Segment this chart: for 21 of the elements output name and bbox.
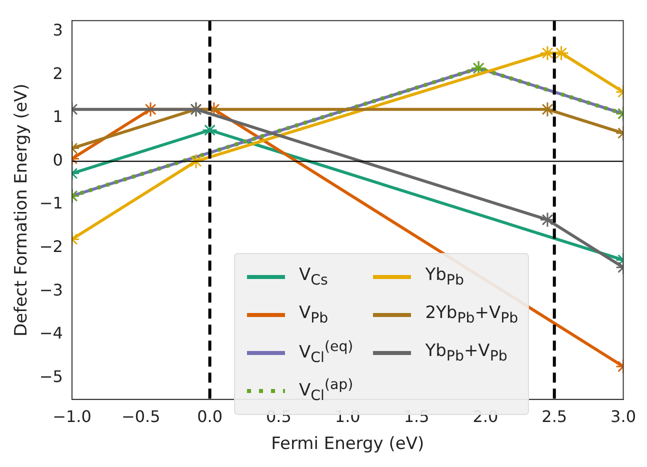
y-tick-label: −5: [39, 366, 63, 386]
x-tick-label: −1.0: [52, 407, 92, 426]
y-tick-label: −4: [39, 324, 63, 343]
legend-label: Yb$_{Pb}$: [425, 264, 464, 288]
y-tick-label: −2: [39, 237, 63, 256]
y-tick-label: 0: [52, 150, 63, 170]
legend-label: 2Yb$_{Pb}$+V$_{Pb}$: [425, 302, 518, 326]
legend-label: V$_{Cs}$: [299, 264, 328, 288]
legend-label: Yb$_{Pb}$+V$_{Pb}$: [425, 340, 508, 364]
y-tick-label: 3: [52, 20, 63, 40]
x-tick-label: 0.0: [197, 407, 223, 426]
y-axis-title: Defect Formation Energy (eV): [12, 84, 32, 336]
x-tick-label: −0.5: [121, 407, 160, 426]
y-tick-label: −3: [39, 280, 63, 300]
y-tick-label: 2: [52, 64, 63, 83]
x-tick-label: 3.0: [610, 407, 636, 426]
y-tick-label: −1: [39, 194, 63, 213]
x-axis-title: Fermi Energy (eV): [271, 434, 424, 454]
x-tick-label: 2.5: [542, 407, 568, 426]
y-tick-label: 1: [52, 107, 63, 126]
legend-label: V$_{Pb}$: [299, 302, 328, 326]
